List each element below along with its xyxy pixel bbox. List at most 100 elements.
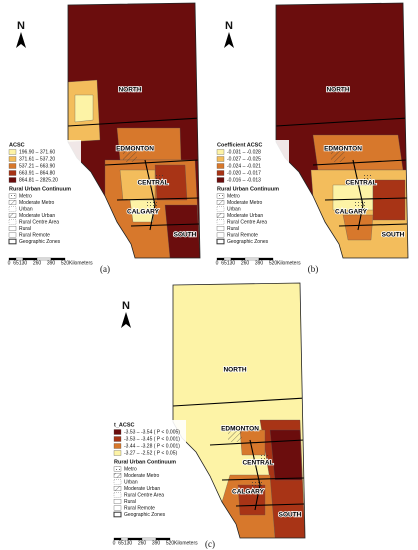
continuum-label: Rural Centre Area (227, 219, 267, 225)
continuum-label: Moderate Metro (227, 200, 263, 206)
zone-boundary (235, 503, 305, 507)
scale-segment (155, 537, 171, 541)
urban-dots (260, 455, 270, 465)
scale-segment (50, 257, 66, 261)
scale-label: 520 (61, 260, 70, 266)
legend-label: -0.024 – -0.021 (227, 163, 261, 169)
legend-label: 663.91 – 864.80 (19, 170, 55, 176)
zone-boundary (144, 159, 156, 231)
scale-label: 390 (255, 260, 264, 266)
urban-hatch (123, 150, 137, 162)
zone-label: EDMONTON (116, 146, 154, 153)
region (74, 94, 94, 123)
zone-label: NORTH (118, 87, 141, 94)
continuum-swatch (113, 479, 122, 485)
continuum-title: Rural Urban Continuum (9, 186, 71, 192)
scale-label: 0 (216, 260, 219, 266)
continuum-swatch (113, 492, 122, 498)
zone-boundary (173, 397, 305, 407)
legend-label: 537.21 – 663.90 (19, 163, 55, 169)
legend-label: -3.44 – -3.28 ( P < 0.001) (124, 443, 180, 449)
urban-hatch (331, 150, 345, 162)
continuum-label: Rural Remote (227, 232, 258, 238)
continuum-swatch (8, 193, 17, 199)
urban-dots (250, 480, 262, 490)
continuum-label: Rural Centre Area (124, 492, 164, 498)
north-label: N (225, 20, 233, 32)
zone-label: SOUTH (382, 232, 405, 239)
continuum-label: Rural (19, 226, 31, 232)
legend-label: 864.81 – 2825.20 (19, 177, 58, 183)
continuum-swatch (8, 226, 17, 231)
continuum-label: Geographic Zones (227, 239, 269, 245)
legend-swatch (8, 170, 17, 176)
scale-label: 0 (8, 260, 11, 266)
legend-label: -3.27 – -2.52 ( P < 0.05) (124, 450, 177, 456)
legend-label: -3.53 – -3.54 ( P < 0.005) (124, 429, 180, 435)
continuum-swatch (113, 505, 122, 511)
zone-label: SOUTH (174, 232, 197, 239)
urban-dots (363, 175, 373, 185)
continuum-label: Metro (124, 466, 137, 472)
legend: Coefficient ACSC-0.031 – -0.028-0.027 – … (215, 140, 289, 254)
zone-boundary (68, 117, 200, 127)
zone-boundary (276, 117, 408, 127)
continuum-swatch (216, 232, 225, 238)
scale-label: 260 (241, 260, 250, 266)
zone-boundary (130, 223, 200, 227)
continuum-label: Metro (19, 193, 32, 199)
zone-label: CENTRAL (345, 180, 376, 187)
urban-hatch (228, 430, 242, 442)
continuum-label: Urban (19, 206, 33, 212)
urban-dots (145, 200, 157, 210)
scale-label: 0 (113, 540, 116, 546)
zone-label: EDMONTON (324, 146, 362, 153)
scale-label: 130 (124, 540, 133, 546)
continuum-swatch (216, 219, 225, 225)
legend-swatch (216, 156, 225, 162)
continuum-swatch (113, 466, 122, 472)
continuum-swatch (216, 238, 225, 245)
legend-label: -3.53 – -3.45 ( P < 0.001) (124, 436, 180, 442)
continuum-label: Moderate Metro (19, 200, 55, 206)
scale-label: 390 (152, 540, 161, 546)
continuum-swatch (8, 238, 17, 245)
scale-label: 260 (33, 260, 42, 266)
legend-swatch (8, 156, 17, 162)
zone-label: NORTH (223, 367, 246, 374)
zone-label: CALGARY (232, 489, 265, 496)
continuum-label: Moderate Metro (124, 473, 160, 479)
continuum-swatch (216, 213, 225, 218)
north-label: N (17, 20, 25, 32)
legend-swatch (8, 163, 17, 169)
scale-label: 520 (166, 540, 175, 546)
legend-swatch (113, 429, 122, 435)
north-arrow (16, 32, 26, 48)
legend-bg (215, 140, 289, 254)
scale-label: 65 (118, 540, 124, 546)
legend-title: t_ACSC (114, 422, 135, 428)
legend-swatch (216, 149, 225, 155)
scale-label: 520 (269, 260, 278, 266)
continuum-label: Moderate Urban (19, 213, 55, 219)
continuum-label: Rural Centre Area (19, 219, 59, 225)
legend-swatch (216, 163, 225, 169)
continuum-title: Rural Urban Continuum (217, 186, 279, 192)
continuum-label: Rural (227, 226, 239, 232)
panel-caption: (b) (308, 264, 319, 274)
continuum-label: Geographic Zones (19, 239, 61, 245)
legend-swatch (8, 149, 17, 155)
zone-label: CENTRAL (242, 460, 273, 467)
region (269, 429, 303, 481)
legend-title: ACSC (9, 142, 25, 148)
legend-swatch (113, 450, 122, 456)
continuum-title: Rural Urban Continuum (114, 459, 176, 465)
map-panel: NORTH EDMONTON CENTRAL CALGARY SOUTH N ACSC196… (7, 2, 201, 266)
continuum-label: Rural (124, 499, 136, 505)
legend-bg (7, 140, 81, 254)
legend-label: -0.031 – -0.028 (227, 149, 261, 155)
continuum-swatch (113, 486, 122, 491)
continuum-label: Moderate Urban (124, 486, 160, 492)
legend-swatch (113, 436, 122, 442)
